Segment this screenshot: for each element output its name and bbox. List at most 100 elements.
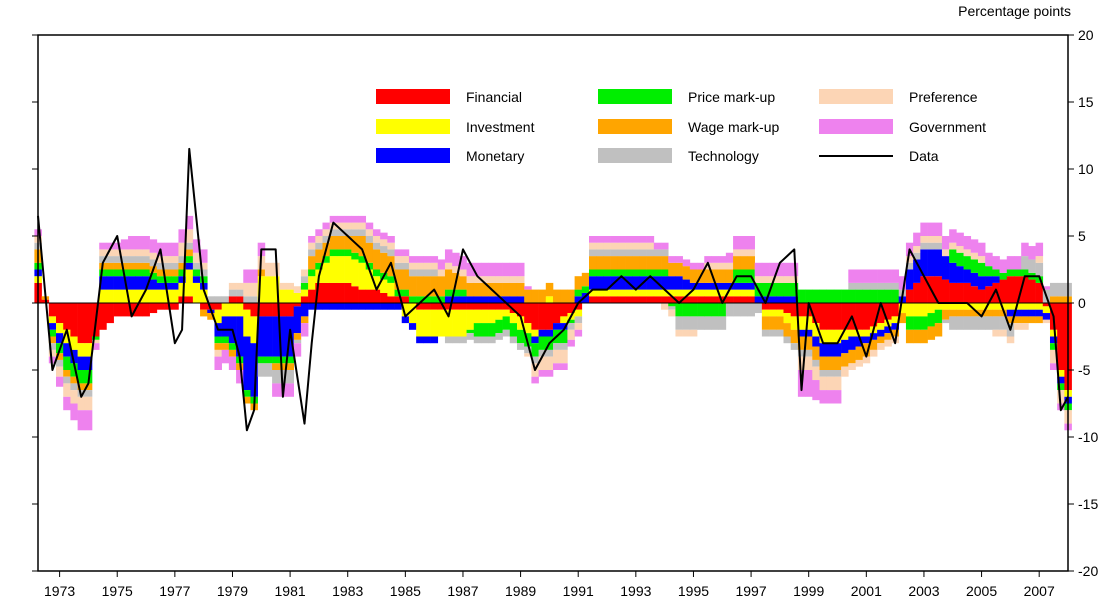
bar-financial-128 [956,282,964,303]
bar-investment-129 [963,303,972,310]
bar-technology-41 [329,229,338,236]
bar-financial-134 [999,279,1008,303]
x-tick-label: 1987 [447,583,478,599]
bar-financial-7 [84,303,93,344]
bar-financial-29 [243,303,251,310]
bar-monetary-52 [408,323,417,330]
legend-swatch-monetary [376,148,450,163]
bar-technology-48 [380,246,388,253]
bar-investment-13 [128,289,136,303]
bar-investment-120 [898,303,907,314]
legend-label-price-mark-up: Price mark-up [688,89,775,105]
bar-financial-62 [480,303,489,310]
bar-financial-54 [423,303,431,310]
bar-financial-27 [228,296,237,303]
bar-investment-9 [99,289,107,303]
bar-monetary-100 [754,296,763,303]
bar-financial-121 [905,289,914,303]
bar-government-71 [545,370,554,377]
bar-financial-89 [675,296,683,303]
bar-preference-13 [128,249,136,257]
bar-financial-11 [113,303,122,317]
bar-preference-49 [387,242,395,250]
bar-technology-25 [214,296,222,303]
bar-government-81 [617,236,626,243]
bar-technology-15 [142,256,150,263]
bar-investment-119 [891,316,900,324]
bar-monetary-3 [56,333,64,344]
bar-price-mark-up-123 [920,316,928,330]
bar-government-92 [697,262,705,270]
bar-investment-106 [797,316,806,330]
bar-price-mark-up-82 [625,269,633,277]
x-tick-label: 2005 [966,583,997,599]
bar-financial-98 [740,296,748,303]
bar-preference-97 [733,249,741,257]
bar-monetary-125 [934,249,943,277]
bar-financial-61 [473,303,482,310]
bar-preference-101 [761,276,770,283]
bar-technology-18 [164,262,172,270]
bar-preference-5 [70,390,78,404]
bar-price-mark-up-16 [149,272,158,280]
bar-monetary-28 [236,316,244,357]
bar-price-mark-up-64 [495,319,503,334]
bar-government-60 [466,262,475,277]
bar-price-mark-up-31 [257,356,266,364]
bar-investment-4 [63,329,71,344]
bar-price-mark-up-113 [848,289,856,303]
bar-monetary-103 [776,296,784,303]
bar-price-mark-up-25 [214,336,222,344]
bar-government-110 [826,390,835,404]
x-tick-label: 1981 [275,583,306,599]
bar-technology-66 [509,336,518,344]
bar-monetary-111 [833,343,842,357]
bar-investment-115 [862,329,871,337]
bar-preference-11 [113,249,122,257]
bar-financial-38 [308,289,316,303]
bar-investment-17 [156,289,165,303]
bar-technology-59 [459,336,467,344]
bar-preference-88 [668,309,676,317]
bar-government-65 [502,262,511,277]
bar-preference-85 [646,242,655,250]
bar-price-mark-up-35 [286,356,294,364]
bar-wage-mark-up-137 [1021,316,1029,324]
bar-financial-142 [1057,303,1065,370]
bar-preference-139 [1035,256,1044,263]
bar-preference-112 [841,366,849,377]
bar-investment-61 [473,309,482,324]
bar-technology-123 [920,242,928,250]
bar-price-mark-up-29 [243,390,251,397]
legend-swatch-wage-mark-up [598,119,672,134]
bar-government-50 [394,249,403,257]
bar-technology-98 [740,303,748,317]
bar-preference-30 [250,282,258,297]
bar-monetary-113 [848,336,856,350]
x-tick-label: 1973 [44,583,75,599]
bar-financial-79 [603,296,611,303]
bar-financial-135 [1006,276,1015,303]
bar-preference-124 [927,236,936,243]
bar-investment-51 [401,303,410,317]
bar-monetary-91 [689,282,698,290]
bar-preference-96 [725,262,734,270]
bar-investment-71 [545,296,554,303]
bar-wage-mark-up-86 [653,256,662,270]
bar-preference-41 [329,222,338,230]
legend-label-data: Data [909,148,939,164]
bar-financial-96 [725,296,734,303]
bar-monetary-117 [877,329,885,337]
bar-wage-mark-up-41 [329,236,338,250]
bar-wage-mark-up-45 [358,236,367,257]
y-axis-ticks: -20 -15 -10 -5 0 5 10 15 20 [32,27,1098,579]
bar-monetary-83 [632,276,640,290]
bar-investment-117 [877,323,885,330]
bar-price-mark-up-102 [769,282,777,297]
bar-financial-10 [106,303,114,324]
bar-government-16 [149,239,158,253]
bar-financial-101 [761,303,770,310]
bar-government-116 [869,269,878,283]
bar-preference-75 [574,323,583,330]
bar-price-mark-up-37 [300,282,309,290]
